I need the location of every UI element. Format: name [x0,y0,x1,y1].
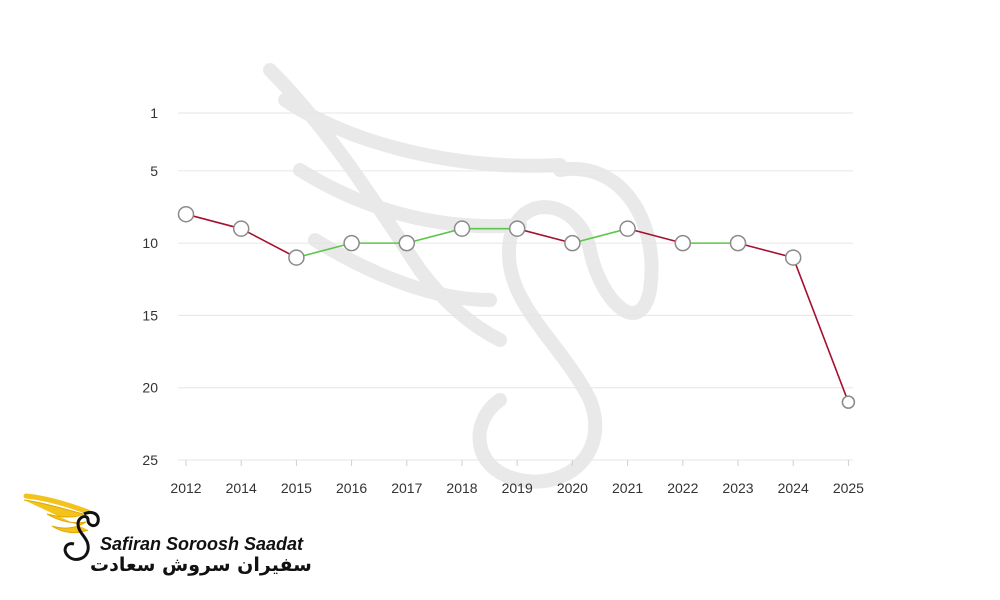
data-point[interactable] [288,249,305,266]
line-segment [185,213,242,230]
x-tick-label: 2016 [336,480,367,496]
x-tick-label: 2024 [778,480,809,496]
line-segment [516,227,573,244]
data-point[interactable] [784,249,802,266]
line-segment [792,257,850,403]
x-tick-label: 2012 [170,480,201,496]
watermark-bird-icon [263,63,659,489]
logo-text-english: Safiran Soroosh Saadat [100,534,304,554]
logo-text-persian: سفیران سروش سعادت [90,554,312,576]
data-point[interactable] [343,234,360,252]
line-segment [296,242,352,259]
x-tick-label: 2021 [612,480,643,496]
data-point[interactable] [177,205,195,223]
x-tick-label: 2015 [281,480,312,496]
y-tick-label: 15 [142,307,158,323]
brand-logo: Safiran Soroosh Saadat سفیران سروش سعادت [22,492,312,582]
x-tick-label: 2023 [722,480,753,496]
y-tick-label: 5 [150,163,158,179]
data-point[interactable] [564,234,581,252]
x-tick-label: 2022 [667,480,698,496]
y-tick-label: 25 [142,452,158,468]
y-tick-label: 20 [142,380,158,396]
data-point[interactable] [508,220,526,237]
phoenix-logo-icon [23,493,100,561]
y-tick-label: 1 [150,105,158,121]
data-point-latest[interactable] [841,395,856,409]
line-segment [406,227,463,244]
x-tick-label: 2020 [557,480,588,496]
data-point[interactable] [674,234,692,252]
x-tick-label: 2018 [446,480,477,496]
line-segment [240,227,297,259]
data-point[interactable] [453,220,471,237]
data-point[interactable] [398,234,416,252]
line-segment [627,227,684,244]
y-tick-label: 10 [142,235,158,251]
line-segment [737,242,794,259]
x-tick-label: 2014 [226,480,257,496]
x-tick-label: 2025 [833,480,864,496]
data-point[interactable] [619,220,636,237]
data-point[interactable] [729,234,747,252]
data-point[interactable] [232,220,250,237]
line-segment [572,227,628,244]
x-tick-label: 2019 [502,480,533,496]
x-tick-label: 2017 [391,480,422,496]
